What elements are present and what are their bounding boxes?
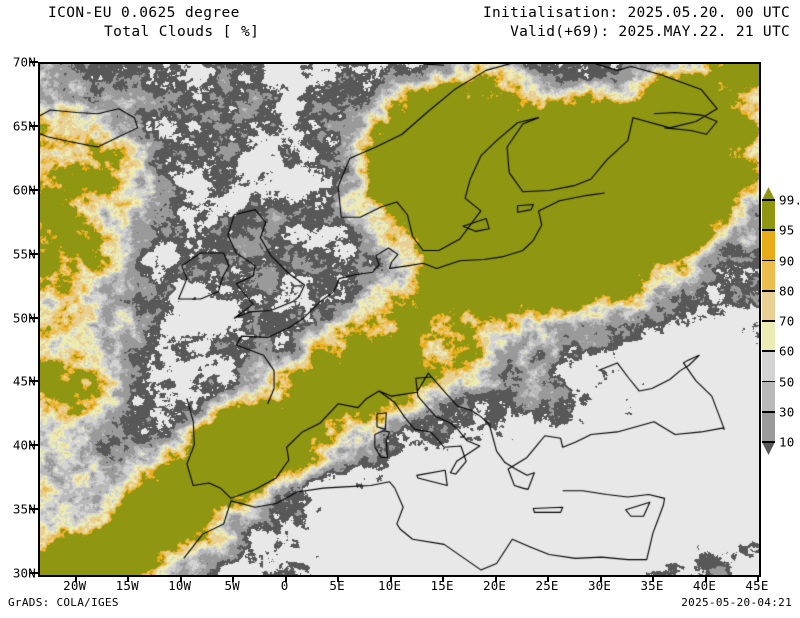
x-axis-tick-mark bbox=[757, 575, 759, 582]
x-axis-tick-mark bbox=[547, 575, 550, 582]
field-name-label: Total Clouds [ %] bbox=[104, 24, 260, 40]
y-axis-tick-label: 45N bbox=[12, 373, 36, 389]
colorbar-tick-mark bbox=[762, 199, 775, 201]
y-axis-tick-mark bbox=[30, 508, 38, 511]
x-axis-tick-mark bbox=[704, 575, 707, 582]
x-axis-tick-label: 10E bbox=[378, 578, 402, 593]
x-axis-tick-mark bbox=[232, 575, 235, 582]
x-axis-tick-label: 45E bbox=[745, 578, 769, 593]
y-axis-tick-mark bbox=[30, 572, 38, 574]
colorbar-tick-mark bbox=[762, 229, 775, 232]
colorbar-tick-label: 30 bbox=[779, 404, 795, 420]
y-axis-tick-mark bbox=[30, 380, 38, 383]
model-name-label: ICON-EU 0.0625 degree bbox=[48, 5, 240, 21]
x-axis-tick-label: 0 bbox=[280, 578, 289, 593]
colorbar-tick-mark bbox=[762, 289, 775, 292]
colorbar-tick-label: 90 bbox=[779, 253, 795, 268]
colorbar-tick-label: 99.5 bbox=[779, 192, 800, 208]
x-axis-tick-label: 15E bbox=[430, 578, 454, 593]
y-axis-tick-label: 50N bbox=[12, 310, 36, 325]
x-axis-tick-label: 15W bbox=[115, 578, 139, 593]
x-axis-tick-label: 25E bbox=[535, 578, 559, 593]
colorbar-gradient bbox=[762, 187, 775, 455]
colorbar-tick-label: 80 bbox=[779, 283, 795, 299]
x-axis-tick-mark bbox=[494, 575, 497, 582]
y-axis-tick-mark bbox=[30, 316, 38, 319]
y-axis-tick-label: 60N bbox=[12, 182, 36, 198]
y-axis-tick-label: 30N bbox=[12, 565, 36, 581]
valid-time-label: Valid(+69): 2025.MAY.22. 21 UTC bbox=[510, 24, 790, 40]
x-axis-tick-mark bbox=[127, 575, 130, 582]
x-axis-tick-mark bbox=[599, 575, 602, 582]
colorbar-tick-label: 70 bbox=[779, 313, 795, 329]
x-axis-tick-mark bbox=[337, 575, 340, 582]
cloud-cover-map bbox=[40, 64, 759, 575]
y-axis-tick-mark bbox=[30, 61, 38, 63]
y-axis-tick-mark bbox=[30, 444, 38, 447]
colorbar-tick-mark bbox=[762, 441, 775, 443]
x-axis-tick-mark bbox=[74, 575, 77, 582]
colorbar-tick-mark bbox=[762, 350, 775, 353]
x-axis-tick-mark bbox=[284, 575, 287, 582]
y-axis-tick-label: 70N bbox=[12, 54, 36, 70]
y-axis-tick-mark bbox=[30, 188, 38, 191]
y-axis-tick-label: 40N bbox=[12, 437, 36, 453]
x-axis-tick-mark bbox=[442, 575, 445, 582]
y-axis-tick-label: 35N bbox=[12, 501, 36, 517]
x-axis-tick-label: 20W bbox=[63, 578, 87, 593]
x-axis-tick-label: 5W bbox=[224, 578, 240, 593]
x-axis-tick-mark bbox=[179, 575, 182, 582]
colorbar-tick-mark bbox=[762, 259, 775, 262]
colorbar-tick-mark bbox=[762, 410, 775, 413]
y-axis-tick-label: 55N bbox=[12, 246, 36, 262]
header-right-block: Initialisation: 2025.05.20. 00 UTC Valid… bbox=[480, 4, 798, 42]
colorbar-tick-label: 60 bbox=[779, 343, 795, 359]
colorbar-tick-label: 95 bbox=[779, 222, 795, 238]
x-axis-tick-mark bbox=[389, 575, 392, 582]
x-axis-tick-mark bbox=[652, 575, 655, 582]
render-timestamp-label: 2025-05-20-04:21 bbox=[681, 596, 792, 609]
x-axis-tick-label: 10W bbox=[168, 578, 192, 593]
colorbar-svg bbox=[762, 187, 775, 455]
colorbar-tick-mark bbox=[762, 320, 775, 322]
y-axis-tick-mark bbox=[30, 252, 38, 255]
y-axis-tick-label: 65N bbox=[12, 118, 36, 134]
initialisation-label: Initialisation: 2025.05.20. 00 UTC bbox=[482, 5, 790, 21]
x-axis-tick-label: 5E bbox=[329, 578, 345, 593]
colorbar-tick-mark bbox=[762, 380, 775, 383]
x-axis-tick-label: 35E bbox=[640, 578, 664, 593]
map-plot-frame bbox=[38, 62, 761, 577]
colorbar-tick-label: 10 bbox=[779, 434, 795, 450]
colorbar-tick-label: 50 bbox=[779, 374, 795, 389]
y-axis-tick-mark bbox=[30, 124, 38, 127]
grads-credit-label: GrADS: COLA/IGES bbox=[8, 596, 119, 609]
x-axis-tick-label: 30E bbox=[587, 578, 612, 593]
x-axis-tick-label: 40E bbox=[692, 578, 717, 593]
x-axis-tick-label: 20E bbox=[482, 578, 507, 593]
header-left-block: ICON-EU 0.0625 degree Total Clouds [ %] bbox=[46, 4, 376, 42]
